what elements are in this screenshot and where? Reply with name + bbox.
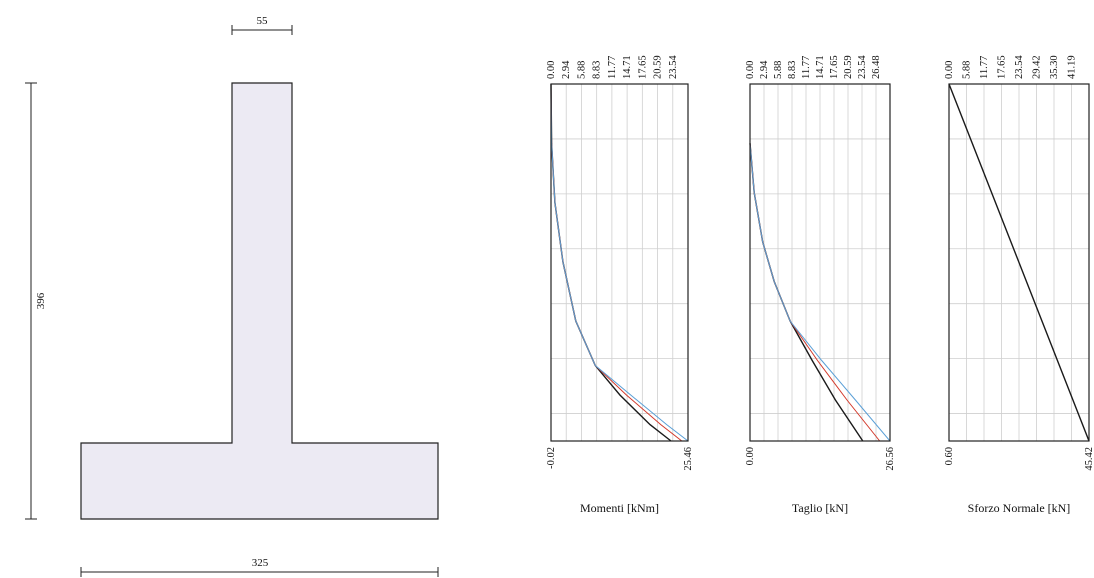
top-tick-label: 20.59 — [843, 55, 854, 79]
t-section-shape — [80, 82, 439, 520]
top-tick-label: 0.00 — [745, 61, 756, 79]
stem-width-dimension — [231, 25, 293, 35]
chart-frame — [550, 83, 689, 442]
top-tick-label: 0.00 — [546, 61, 557, 79]
top-tick-label: 23.54 — [1014, 55, 1025, 79]
top-tick-label: 8.83 — [787, 61, 798, 79]
section-view: 55 396 325 — [25, 15, 439, 577]
series-line-2 — [749, 143, 881, 442]
chart-frame — [948, 83, 1090, 442]
top-tick-label: 17.65 — [997, 55, 1008, 79]
series-line-2 — [550, 83, 683, 442]
series-line-1 — [948, 83, 1090, 442]
top-tick-label: 2.94 — [561, 60, 572, 79]
top-tick-label: 5.88 — [773, 61, 784, 79]
top-tick-label: 11.77 — [801, 56, 812, 79]
height-dimension — [25, 82, 37, 520]
chart-title: Momenti [kNm] — [580, 501, 659, 515]
top-tick-label: 17.65 — [637, 55, 648, 79]
top-tick-label: 17.65 — [829, 55, 840, 79]
top-tick-label: 23.54 — [668, 55, 679, 79]
bottom-min-label: 0.60 — [944, 447, 955, 465]
top-tick-label: 41.19 — [1067, 55, 1078, 79]
top-tick-label: 23.54 — [857, 55, 868, 79]
chart-title: Sforzo Normale [kN] — [968, 501, 1071, 515]
series-line-1 — [550, 83, 672, 442]
top-tick-label: 0.00 — [944, 61, 955, 79]
top-tick-label: 35.30 — [1049, 55, 1060, 79]
top-tick-label: 5.88 — [576, 61, 587, 79]
top-tick-label: 14.71 — [622, 55, 633, 79]
bottom-min-label: 0.00 — [745, 447, 756, 465]
chart-sforzo-normale: 0.00 5.88 11.77 17.65 23.54 29.42 35.30 41.19 0.… — [944, 55, 1094, 515]
series-line-1 — [749, 143, 864, 442]
stem-width-label: 55 — [257, 15, 269, 27]
bottom-max-label: 45.42 — [1084, 447, 1094, 471]
series-line-3 — [550, 83, 689, 442]
bottom-max-label: 25.46 — [683, 447, 694, 471]
top-tick-label: 11.77 — [979, 56, 990, 79]
base-width-dimension — [80, 567, 439, 577]
top-tick-label: 8.83 — [592, 61, 603, 79]
chart-momenti: 0.00 2.94 5.88 8.83 11.77 14.71 17.65 20.59 23.5… — [546, 55, 694, 515]
top-tick-label: 11.77 — [607, 56, 618, 79]
top-tick-label: 5.88 — [962, 61, 973, 79]
series-line-3 — [749, 143, 891, 442]
top-tick-label: 26.48 — [871, 55, 882, 79]
top-tick-label: 29.42 — [1032, 55, 1043, 79]
bottom-max-label: 26.56 — [885, 447, 896, 471]
top-tick-label: 2.94 — [759, 60, 770, 79]
base-width-label: 325 — [252, 557, 269, 569]
diagram-charts: 0.00 2.94 5.88 8.83 11.77 14.71 17.65 20.59 23.5… — [546, 55, 1094, 515]
top-tick-label: 20.59 — [653, 55, 664, 79]
chart-title: Taglio [kN] — [792, 501, 848, 515]
chart-frame — [749, 83, 891, 442]
bottom-min-label: -0.02 — [546, 447, 557, 469]
height-label: 396 — [35, 292, 47, 309]
top-tick-label: 14.71 — [815, 55, 826, 79]
chart-taglio: 0.00 2.94 5.88 8.83 11.77 14.71 17.65 20.59 23.5… — [745, 55, 896, 515]
